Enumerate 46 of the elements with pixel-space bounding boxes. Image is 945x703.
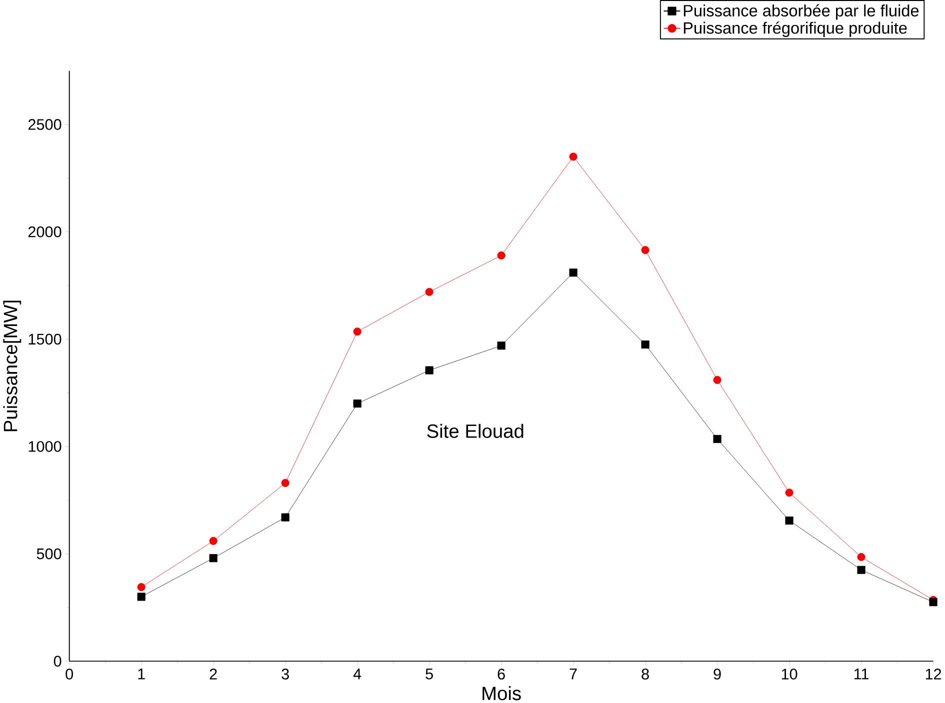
y-tick-label: 2000: [28, 226, 62, 238]
x-tick-label: 5: [426, 668, 433, 680]
y-tick-label: 2500: [28, 118, 62, 130]
point: [641, 246, 650, 254]
point: [137, 592, 146, 601]
point: [281, 478, 290, 487]
x-tick-label: 7: [570, 668, 577, 680]
point: [209, 536, 218, 545]
point: [569, 152, 578, 161]
x-tick-label: 4: [353, 668, 362, 680]
x-tick-label: 11: [854, 668, 868, 680]
x-tick-label: 10: [782, 668, 798, 680]
point: [785, 516, 794, 524]
y-tick-label: 500: [36, 548, 62, 560]
point: [641, 340, 650, 348]
point: [713, 376, 722, 384]
point: [857, 566, 866, 574]
annotation: Site Elouad: [427, 424, 524, 438]
x-tick-label: 6: [498, 668, 505, 680]
y-tick-label: 1000: [28, 440, 62, 452]
point: [137, 582, 146, 591]
point: [353, 399, 362, 408]
x-tick-label: 12: [926, 668, 942, 680]
y-tick-label: 1500: [28, 334, 62, 344]
point: [425, 288, 434, 296]
legend-label: Puissance frégorifique produite: [684, 21, 907, 37]
point: [713, 434, 722, 443]
point: [785, 488, 794, 496]
x-tick-label: 9: [714, 668, 721, 680]
point: [353, 327, 362, 336]
point: [497, 341, 506, 350]
point: [209, 554, 218, 562]
x-axis-title: Mois: [482, 686, 521, 700]
point: [281, 513, 290, 522]
point: [497, 251, 506, 260]
point: [569, 268, 578, 276]
point: [857, 552, 866, 561]
y-tick-label: 0: [54, 656, 62, 666]
point: [425, 366, 434, 374]
x-tick-label: 1: [138, 668, 145, 680]
y-axis-title: Puissance[MW]: [3, 300, 22, 431]
x-tick-label: 2: [210, 668, 217, 680]
x-tick-label: 3: [282, 668, 289, 680]
x-tick-label: 8: [642, 668, 649, 680]
legend-label: Puissance absorbée par le fluide: [684, 4, 919, 20]
x-tick-label: 0: [66, 668, 74, 680]
